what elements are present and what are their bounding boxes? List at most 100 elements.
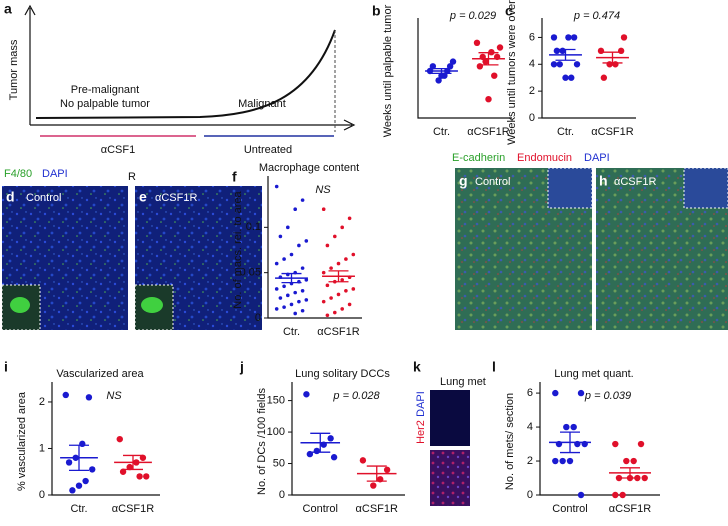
axis-label: % vascularized area	[16, 391, 28, 491]
data-point	[383, 466, 391, 474]
image-label: αCSF1R	[614, 176, 656, 188]
data-point	[340, 225, 345, 230]
data-point	[126, 463, 133, 471]
y-tick-label: 0	[39, 489, 45, 501]
x-tick-label: αCSF1R	[112, 503, 154, 515]
data-point	[556, 61, 563, 68]
y-tick-label: 6	[529, 31, 535, 43]
data-point	[300, 289, 305, 293]
data-point	[327, 435, 334, 442]
phase-label: No palpable tumor	[60, 98, 150, 110]
data-point	[282, 305, 286, 309]
data-point	[570, 34, 578, 41]
data-point	[300, 308, 305, 313]
data-point	[482, 58, 489, 65]
chart-title: Lung solitary DCCs	[295, 368, 390, 380]
axis	[267, 176, 362, 319]
data-point	[321, 270, 326, 275]
x-tick-label: Control	[303, 503, 338, 515]
axis	[541, 18, 636, 119]
y-tick-label: 0	[529, 112, 535, 124]
data-point	[303, 391, 310, 398]
error-bar	[560, 431, 580, 454]
y-tick-label: 100	[267, 426, 285, 438]
data-point	[637, 440, 645, 448]
error-bar	[123, 454, 143, 471]
data-point	[79, 440, 86, 448]
data-point	[553, 47, 561, 55]
data-point	[329, 266, 333, 270]
panel-label: b	[372, 3, 381, 19]
panel-label: c	[505, 3, 513, 19]
axis	[417, 18, 512, 119]
data-point	[597, 47, 605, 55]
data-point	[300, 198, 305, 202]
error-bar	[69, 444, 89, 471]
data-point	[336, 261, 341, 266]
treatment-label: αCSF1	[101, 144, 135, 156]
inset-cell	[10, 297, 30, 313]
annotation: p = 0.474	[573, 10, 620, 22]
data-point	[285, 293, 290, 298]
data-point	[496, 44, 504, 51]
panel-label: d	[6, 189, 15, 205]
data-point	[82, 477, 89, 485]
data-point	[289, 302, 294, 307]
y-tick-label: 4	[529, 58, 535, 70]
data-point	[573, 61, 581, 68]
data-point	[550, 61, 558, 68]
data-point	[641, 474, 648, 482]
error-bar	[366, 465, 387, 482]
error-bar	[478, 52, 499, 66]
chart-title: Macrophage content	[259, 162, 359, 174]
data-point	[612, 440, 619, 448]
data-point	[617, 47, 625, 55]
annotation: NS	[315, 184, 331, 196]
data-point	[274, 307, 279, 311]
panel-label: a	[4, 1, 12, 17]
data-point	[274, 287, 279, 291]
growth-curve	[35, 29, 336, 119]
x-tick-label: αCSF1R	[609, 503, 651, 515]
data-point	[435, 77, 442, 84]
data-point	[332, 310, 337, 315]
chart-title: Lung met quant.	[554, 368, 634, 380]
axis-label: Tumor mass	[8, 39, 20, 100]
y-tick-label: 0.1	[246, 221, 261, 233]
data-point	[313, 447, 320, 455]
y-tick-label: 0	[527, 489, 533, 501]
data-point	[344, 257, 348, 261]
data-point	[85, 394, 93, 401]
error-bar	[620, 467, 640, 479]
image-label: Control	[26, 192, 61, 204]
error-bar	[431, 68, 452, 74]
data-point	[330, 454, 338, 461]
marker: R	[128, 171, 136, 183]
stain-label: Her2	[415, 420, 427, 444]
data-point	[344, 289, 348, 293]
data-point	[491, 72, 498, 79]
data-point	[116, 435, 123, 443]
data-point	[619, 491, 626, 499]
y-tick-label: 1	[39, 442, 45, 454]
micrograph	[430, 390, 470, 446]
data-point	[359, 457, 367, 464]
x-tick-label: αCSF1R	[467, 126, 509, 138]
error-bar	[310, 432, 331, 453]
data-point	[563, 423, 570, 431]
inset-cell	[141, 297, 163, 313]
data-point	[325, 283, 330, 288]
data-point	[136, 473, 143, 480]
annotation: p = 0.039	[584, 390, 631, 402]
micrograph	[430, 450, 470, 506]
data-point	[143, 473, 150, 480]
data-point	[329, 296, 333, 300]
error-bar	[602, 51, 623, 64]
data-point	[552, 457, 559, 465]
panel-label: k	[413, 359, 421, 375]
image-label: Control	[475, 176, 510, 188]
data-point	[274, 261, 279, 266]
annotation: NS	[106, 390, 122, 402]
data-point	[321, 299, 326, 304]
data-point	[559, 457, 566, 465]
